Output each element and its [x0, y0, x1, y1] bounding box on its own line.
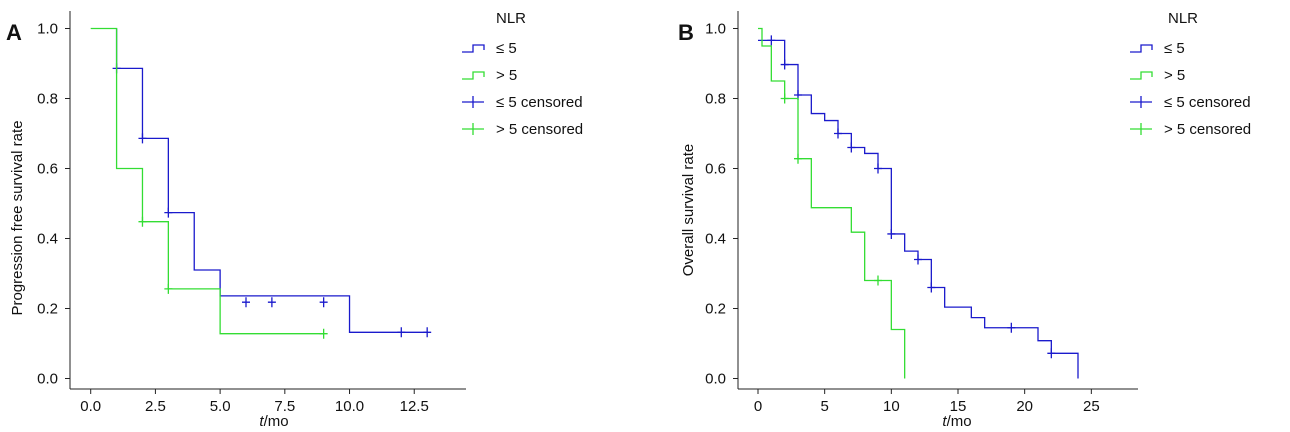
- panel-b-series-low-censor-6: [887, 228, 896, 239]
- panel-b-series-low-censor-7: [914, 254, 922, 265]
- panel-a-xlabel-italic: t: [259, 413, 264, 430]
- panel-b-series-low-censor-3: [834, 128, 842, 139]
- panel-a-legend-title: NLR: [496, 10, 526, 27]
- panel-b-series-low-censor-10: [1047, 348, 1056, 359]
- panel-a-series-high-line: [90, 27, 324, 335]
- panel-a-xtick-label-2: 5.0: [210, 398, 231, 415]
- panel-a-xtick-label-0: 0.0: [80, 398, 101, 415]
- panel-a-series: [90, 27, 432, 339]
- panel-a-series-low-censor-7: [423, 327, 432, 338]
- panel-a-ytick-label-1: 0.2: [37, 301, 58, 318]
- panel-a-ytick-label-2: 0.4: [37, 231, 58, 248]
- panel-a-series-low-censor-5: [319, 297, 328, 308]
- panel-b-xtick-label-0: 0: [754, 398, 762, 415]
- panel-b-series-high-censor-2: [874, 275, 882, 286]
- panel-a-legend-swatch-2: [462, 96, 484, 108]
- panel-a-xtick-label-3: 7.5: [274, 398, 295, 415]
- panel-a-ylabel: Progression free survival rate: [9, 120, 26, 315]
- panel-a-legend-label-2: ≤ 5 censored: [496, 94, 583, 111]
- panel-b-xtick-label-2: 10: [883, 398, 900, 415]
- panel-b-series-high-line: [758, 27, 906, 379]
- panel-b-ylabel: Overall survival rate: [680, 144, 697, 277]
- panel-b-xtick-label-3: 15: [950, 398, 967, 415]
- panel-a-series-low-censor-1: [138, 133, 147, 144]
- panel-a-xlabel-rest: /mo: [264, 413, 289, 430]
- panel-b-xtick-label-4: 20: [1016, 398, 1033, 415]
- panel-b-series-low-censor-8: [927, 282, 936, 293]
- panel-a-ticks: 0.0 2.5 5.0 7.5 10.0 12.5 0.0 0.2 0.4 0.6 0.8 1.0: [37, 21, 429, 416]
- panel-b-series-low-censor-0: [767, 35, 776, 46]
- panel-b-legend-label-2: ≤ 5 censored: [1164, 94, 1251, 111]
- panel-b-ytick-label-3: 0.6: [705, 161, 726, 178]
- panel-b-xtick-label-1: 5: [820, 398, 828, 415]
- panel-a: A Progression free survival rate t/mo 0.…: [6, 10, 583, 430]
- panel-a-letter: A: [6, 20, 22, 45]
- panel-b-letter: B: [678, 20, 694, 45]
- panel-a-ytick-label-4: 0.8: [37, 91, 58, 108]
- panel-b-xtick-label-5: 25: [1083, 398, 1100, 415]
- panel-b-legend-swatch-2: [1130, 96, 1152, 108]
- panel-b-ytick-label-1: 0.2: [705, 301, 726, 318]
- panel-a-series-high-censor-2: [319, 328, 328, 339]
- panel-a-xtick-label-5: 12.5: [400, 398, 429, 415]
- panel-b-ytick-label-4: 0.8: [705, 91, 726, 108]
- panel-a-legend-label-3: > 5 censored: [496, 121, 583, 138]
- panel-a-legend-swatch-3: [462, 123, 484, 135]
- panel-b-ytick-label-2: 0.4: [705, 231, 726, 248]
- panel-a-series-low-censor-2: [164, 207, 173, 218]
- panel-b-legend-swatch-1: [1130, 71, 1153, 80]
- panel-b-legend-label-3: > 5 censored: [1164, 121, 1251, 138]
- panel-b-series-low-censor-4: [847, 142, 856, 153]
- panel-b-series-low-censor-1: [780, 59, 789, 70]
- panel-a-series-low-line: [115, 28, 428, 333]
- panel-a-legend-label-0: ≤ 5: [496, 40, 517, 57]
- panel-b-legend-title: NLR: [1168, 10, 1198, 27]
- panel-a-legend-label-1: > 5: [496, 67, 517, 84]
- panel-a-legend-swatch-0: [462, 44, 485, 53]
- panel-a-legend: NLR ≤ 5 > 5 ≤ 5 censored > 5 censored: [462, 10, 583, 138]
- panel-b-series-low-line: [758, 39, 1079, 379]
- panel-b-ytick-label-0: 0.0: [705, 371, 726, 388]
- panel-b-ticks: 0 5 10 15 20 25 0.0 0.2 0.4 0.6 0.8 1.0: [705, 21, 1100, 416]
- panel-b-series-high-censor-0: [780, 93, 789, 104]
- panel-b-series-high-censor-1: [794, 153, 802, 164]
- panel-b: B Overall survival rate t/mo 0 5 10 15 20 250…: [678, 10, 1251, 430]
- panel-a-ytick-label-0: 0.0: [37, 371, 58, 388]
- panel-a-ytick-label-3: 0.6: [37, 161, 58, 178]
- panel-b-series: [758, 27, 1079, 379]
- panel-b-legend-label-1: > 5: [1164, 67, 1185, 84]
- panel-b-series-low-censor-5: [874, 163, 882, 174]
- panel-b-xlabel-rest: /mo: [947, 413, 972, 430]
- panel-b-legend: NLR ≤ 5 > 5 ≤ 5 censored > 5 censored: [1130, 10, 1251, 138]
- panel-b-ytick-label-5: 1.0: [705, 21, 726, 38]
- panel-b-legend-label-0: ≤ 5: [1164, 40, 1185, 57]
- panel-a-legend-swatch-1: [462, 71, 485, 80]
- panel-a-xlabel: t/mo: [259, 413, 288, 430]
- panel-a-series-low-censor-3: [242, 297, 250, 308]
- panel-a-series-low-censor-4: [267, 297, 276, 308]
- panel-b-legend-swatch-3: [1130, 123, 1152, 135]
- panel-a-ytick-label-5: 1.0: [37, 21, 58, 38]
- panel-a-series-high-censor-1: [164, 283, 173, 294]
- panel-a-xtick-label-4: 10.0: [335, 398, 364, 415]
- panel-a-xtick-label-1: 2.5: [145, 398, 166, 415]
- panel-b-xlabel: t/mo: [942, 413, 971, 430]
- panel-a-series-low-censor-6: [397, 327, 406, 338]
- panel-a-series-high-censor-0: [138, 216, 147, 227]
- panel-b-xlabel-italic: t: [942, 413, 947, 430]
- panel-b-legend-swatch-0: [1130, 44, 1153, 53]
- panel-b-series-low-censor-9: [1007, 322, 1016, 333]
